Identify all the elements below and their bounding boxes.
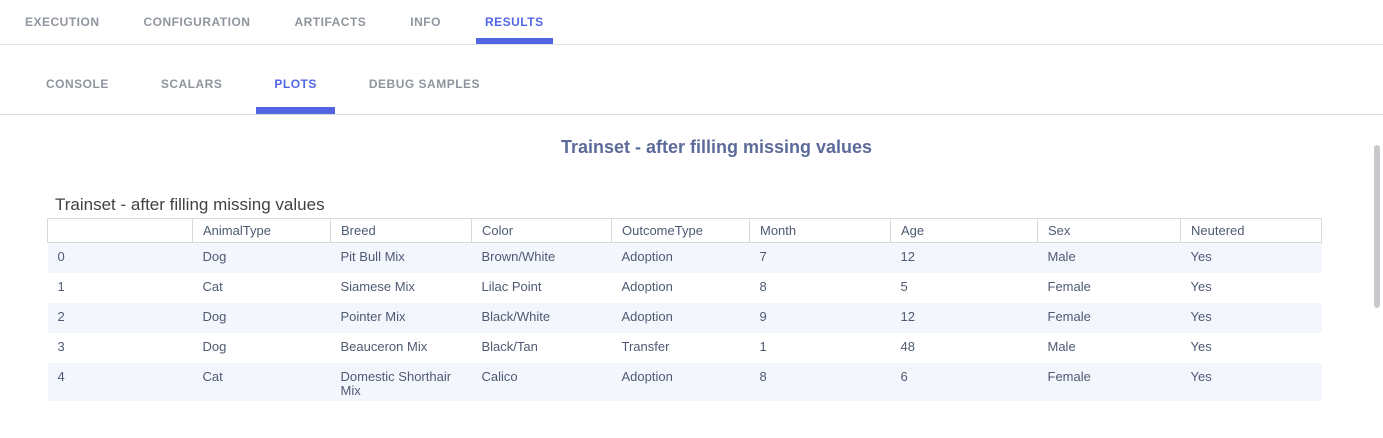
column-header-color: Color: [471, 218, 612, 243]
table-cell: Dog: [202, 249, 227, 264]
table-cell: 6: [900, 368, 908, 384]
table-cell: Dog: [202, 338, 227, 354]
table-cell: 9: [759, 308, 767, 324]
plot-table-container: Trainset - after filling missing values …: [47, 195, 1322, 401]
table-header-row: AnimalType Breed Color OutcomeType Month…: [47, 218, 1322, 243]
subtab-console[interactable]: CONSOLE: [46, 76, 109, 91]
column-header-animaltype: AnimalType: [192, 218, 331, 243]
table-cell: Black/Tan: [481, 338, 538, 354]
table-cell: Yes: [1190, 368, 1212, 384]
table-cell: Cat: [202, 368, 223, 384]
table-cell: Pointer Mix: [340, 308, 406, 324]
column-header-breed: Breed: [330, 218, 472, 243]
table-cell: Pit Bull Mix: [340, 249, 405, 264]
subtab-scalars[interactable]: SCALARS: [160, 76, 223, 91]
column-header-neutered: Neutered: [1180, 218, 1322, 243]
table-cell: Calico: [481, 368, 518, 384]
table-cell: Male: [1047, 249, 1076, 264]
table-cell: Female: [1047, 308, 1091, 324]
table-cell: Cat: [202, 278, 223, 294]
table-cell: 8: [759, 278, 767, 294]
table-cell: Female: [1047, 368, 1091, 384]
table-row: 4 Cat Domestic Shorthair Mix Calico Adop…: [47, 362, 1322, 401]
table-cell: Black/White: [481, 308, 551, 324]
plot-title: Trainset - after filling missing values: [560, 137, 873, 157]
table-cell: 8: [759, 368, 767, 384]
subtab-plots[interactable]: PLOTS: [256, 45, 335, 114]
table-cell: Transfer: [621, 338, 670, 354]
table-cell: Beauceron Mix: [340, 338, 428, 354]
table-cell: Adoption: [621, 278, 673, 294]
table-cell: Lilac Point: [481, 278, 542, 294]
column-header-outcometype: OutcomeType: [611, 218, 750, 243]
main-tab-bar: EXECUTION CONFIGURATION ARTIFACTS INFO R…: [0, 0, 1383, 45]
table-cell: Domestic Shorthair Mix: [340, 368, 452, 398]
scrollbar-thumb[interactable]: [1374, 145, 1380, 308]
table-cell: Male: [1047, 338, 1076, 354]
table-cell: 5: [900, 278, 908, 294]
table-row: 0 Dog Pit Bull Mix Brown/White Adoption …: [47, 242, 1322, 273]
scrollbar: [1374, 143, 1380, 438]
tab-info[interactable]: INFO: [410, 15, 441, 29]
table-row: 1 Cat Siamese Mix Lilac Point Adoption 8…: [48, 273, 1322, 303]
table-cell: Adoption: [621, 308, 673, 324]
tab-execution[interactable]: EXECUTION: [25, 15, 100, 29]
column-header-index: [47, 218, 193, 243]
table-cell: Adoption: [621, 368, 673, 384]
table-cell: 2: [57, 308, 65, 324]
table-cell: 0: [57, 249, 65, 264]
column-header-sex: Sex: [1037, 218, 1181, 243]
table-cell: Yes: [1190, 249, 1212, 264]
table-cell: Yes: [1190, 278, 1212, 294]
table-cell: 4: [57, 368, 65, 384]
table-cell: Siamese Mix: [340, 278, 415, 294]
table-cell: 7: [759, 249, 767, 264]
table-cell: Brown/White: [481, 249, 556, 264]
table-cell: 12: [900, 249, 915, 264]
table-cell: Yes: [1190, 308, 1212, 324]
table-cell: Adoption: [621, 249, 673, 264]
results-tab-bar: CONSOLE SCALARS PLOTS DEBUG SAMPLES: [0, 45, 1383, 115]
table-cell: 1: [759, 338, 767, 354]
table-row: 3 Dog Beauceron Mix Black/Tan Transfer 1…: [48, 333, 1322, 363]
table-cell: Dog: [202, 308, 227, 324]
table-cell: Yes: [1190, 338, 1212, 354]
table-row: 2 Dog Pointer Mix Black/White Adoption 9…: [47, 302, 1322, 333]
subtab-debug-samples[interactable]: DEBUG SAMPLES: [368, 76, 481, 91]
tab-results[interactable]: RESULTS: [476, 0, 553, 44]
column-header-month: Month: [749, 218, 891, 243]
table-cell: 3: [57, 338, 65, 354]
plot-panel: Trainset - after filling missing values …: [0, 137, 1383, 438]
table-caption: Trainset - after filling missing values: [55, 195, 325, 214]
data-table: AnimalType Breed Color OutcomeType Month…: [47, 218, 1322, 401]
table-cell: 48: [900, 338, 915, 354]
tab-configuration[interactable]: CONFIGURATION: [143, 15, 251, 29]
table-cell: 12: [900, 308, 915, 324]
table-cell: Female: [1047, 278, 1091, 294]
column-header-age: Age: [890, 218, 1038, 243]
tab-artifacts[interactable]: ARTIFACTS: [294, 15, 367, 29]
table-cell: 1: [57, 278, 65, 294]
